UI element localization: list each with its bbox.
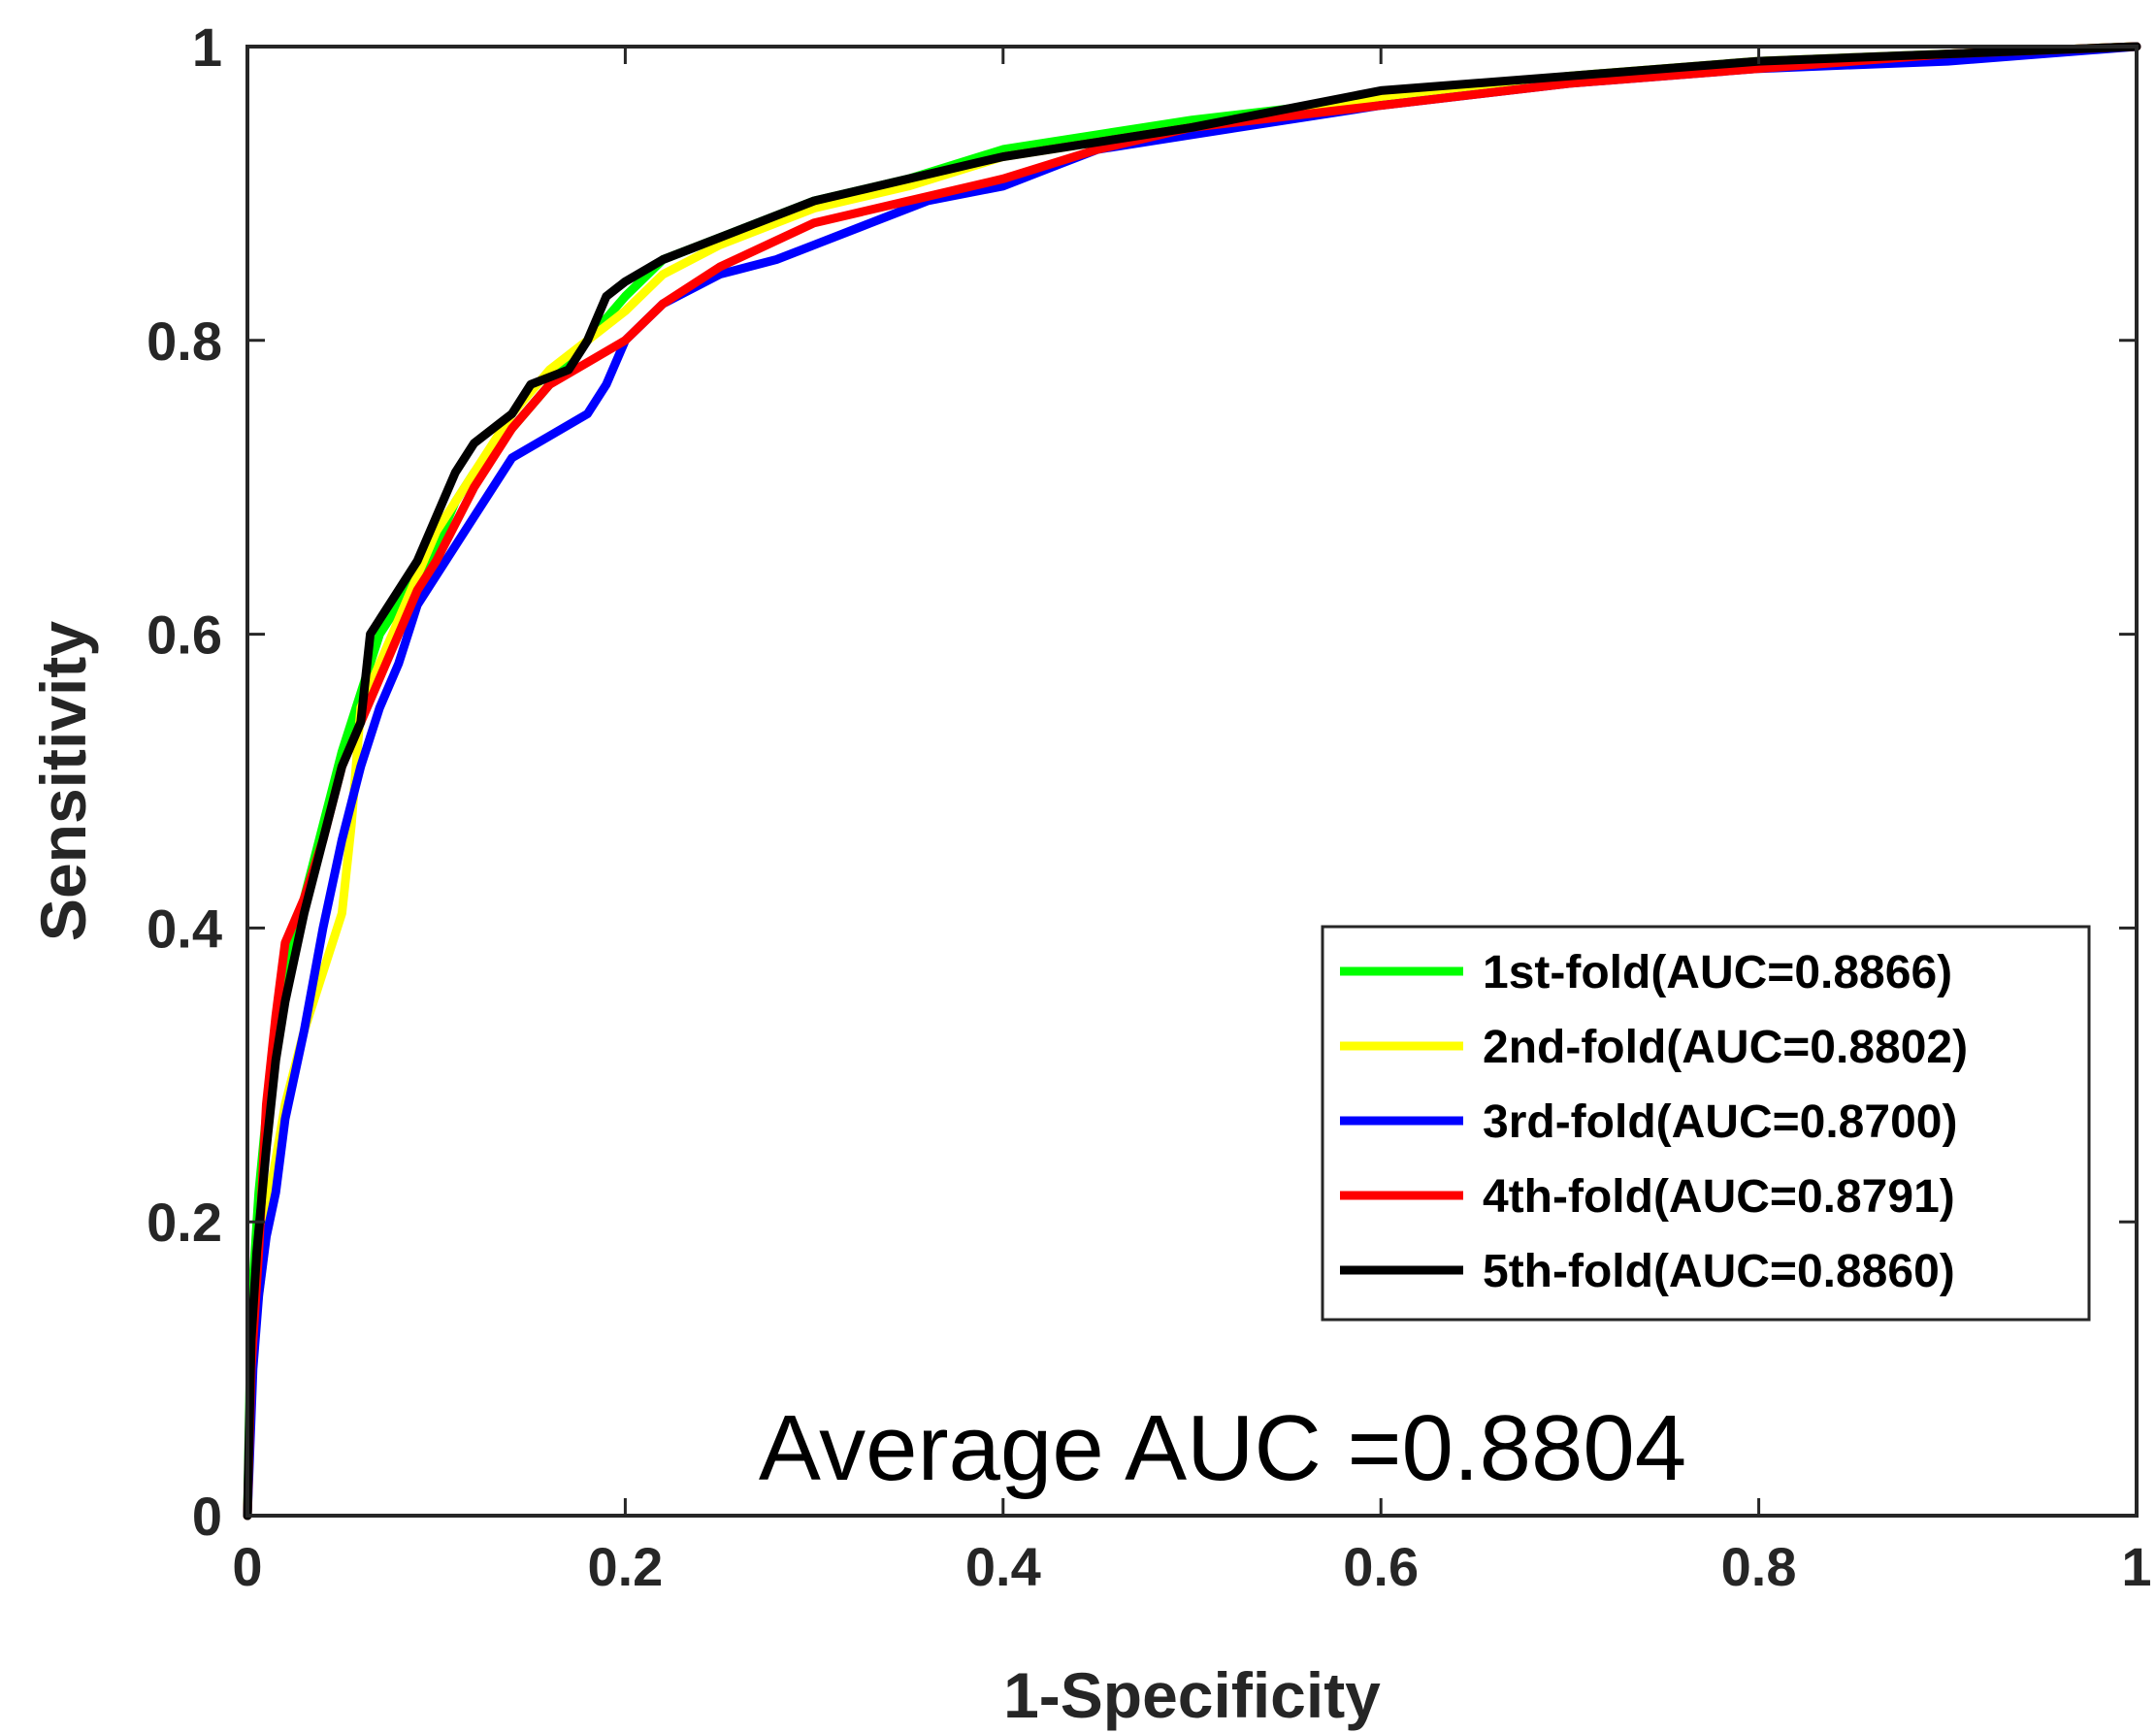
legend: 1st-fold(AUC=0.8866) 2nd-fold(AUC=0.8802)…	[1321, 925, 2091, 1322]
legend-label-5: 5th-fold(AUC=0.8860)	[1483, 1246, 1955, 1297]
x-tick-label: 0.6	[1343, 1536, 1419, 1597]
legend-label-3: 3rd-fold(AUC=0.8700)	[1483, 1096, 1957, 1148]
y-tick-label: 1	[192, 16, 222, 78]
y-tick-label: 0	[192, 1486, 222, 1547]
x-tick-label: 0.8	[1721, 1536, 1797, 1597]
y-tick-label: 0.2	[147, 1192, 222, 1253]
average-auc-annotation: Average AUC =0.8804	[759, 1396, 1686, 1500]
legend-label-2: 2nd-fold(AUC=0.8802)	[1483, 1022, 1968, 1073]
x-tick-label: 1	[2121, 1536, 2151, 1597]
tick-layer: 0 0.2 0.4 0.6 0.8 1 0 0.2 0.4 0.6 0.8 1	[147, 16, 2151, 1597]
series-line-5	[243, 42, 2141, 1520]
x-tick-label: 0	[232, 1536, 262, 1597]
y-tick-label: 0.8	[147, 311, 222, 372]
y-tick-label: 0.4	[147, 898, 222, 959]
y-axis-title: Sensitivity	[27, 621, 99, 941]
y-tick-label: 0.6	[147, 605, 222, 666]
x-tick-label: 0.4	[965, 1536, 1041, 1597]
x-axis-title: 1-Specificity	[1003, 1659, 1381, 1731]
plot-frame	[245, 45, 2139, 1518]
series-line-3	[243, 42, 2141, 1520]
legend-label-1: 1st-fold(AUC=0.8866)	[1483, 947, 1952, 998]
x-tick-label: 0.2	[587, 1536, 663, 1597]
legend-label-4: 4th-fold(AUC=0.8791)	[1483, 1171, 1955, 1223]
series-layer	[243, 42, 2141, 1520]
